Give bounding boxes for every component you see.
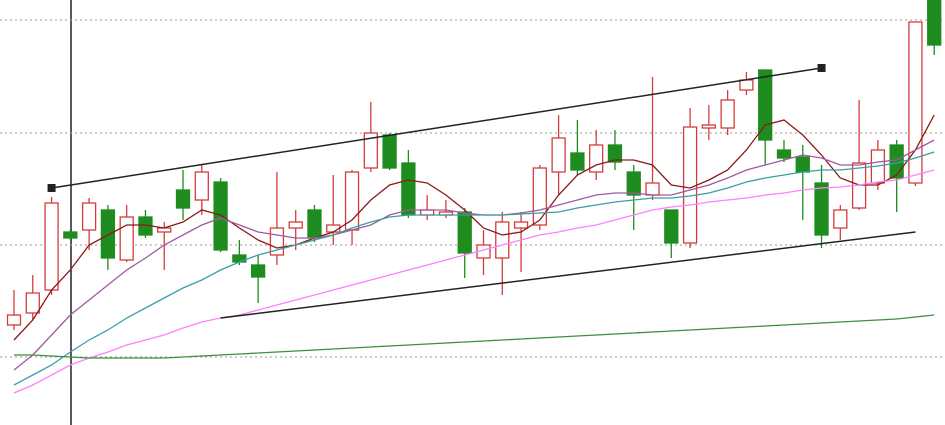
candle xyxy=(63,230,78,240)
candle xyxy=(213,178,228,252)
candle-body xyxy=(927,0,942,46)
candle-body xyxy=(63,231,78,239)
candle-body xyxy=(401,162,416,216)
candle xyxy=(513,212,529,272)
candle xyxy=(814,165,829,248)
candle xyxy=(607,130,623,170)
candle-body xyxy=(44,202,59,291)
candle-body xyxy=(363,132,378,169)
candle xyxy=(682,108,698,248)
candle xyxy=(927,0,942,55)
moving-average-line xyxy=(13,139,935,371)
candle xyxy=(81,198,97,250)
candle xyxy=(720,90,735,135)
candle xyxy=(626,165,641,230)
candle-body xyxy=(701,124,717,129)
candle-body xyxy=(250,264,266,278)
trend-line xyxy=(51,67,822,189)
candle xyxy=(138,210,153,238)
candle-body xyxy=(420,209,435,216)
candle xyxy=(250,255,266,303)
candle-body xyxy=(532,167,547,226)
candle xyxy=(175,170,191,220)
candle xyxy=(570,120,585,175)
candle-body xyxy=(457,211,472,254)
candle xyxy=(25,275,40,320)
candle xyxy=(476,230,491,275)
candle-body xyxy=(720,99,735,129)
moving-average-line xyxy=(13,151,935,386)
candle-body xyxy=(758,69,773,141)
candle-body xyxy=(344,171,360,231)
candle-body xyxy=(100,209,116,259)
candle-body xyxy=(570,152,585,171)
candle-body xyxy=(81,202,97,231)
candle-body xyxy=(513,221,529,229)
candle xyxy=(382,133,397,170)
candle-body xyxy=(25,292,40,314)
candle-body xyxy=(551,137,566,173)
candle-body xyxy=(776,149,792,159)
candle-body xyxy=(6,314,22,326)
trend-end-marker xyxy=(817,64,826,72)
candle xyxy=(6,290,22,330)
candle-body xyxy=(589,144,604,173)
candle xyxy=(457,208,472,278)
candle-body xyxy=(833,209,848,229)
candle-body xyxy=(626,171,641,196)
candle-body xyxy=(814,182,829,236)
candle xyxy=(495,212,510,295)
candle xyxy=(307,205,322,242)
candle-body xyxy=(307,209,322,239)
candle-body xyxy=(664,209,679,244)
candle-body xyxy=(194,171,209,201)
candle-body xyxy=(739,79,754,91)
candle xyxy=(44,197,59,295)
candle-body xyxy=(213,181,228,251)
candle-body xyxy=(288,221,303,229)
candle-body xyxy=(607,144,623,163)
candle xyxy=(908,21,923,186)
candle xyxy=(701,105,717,140)
candle xyxy=(194,165,209,215)
candle xyxy=(551,115,566,195)
candle-body xyxy=(382,134,397,169)
candle-body xyxy=(645,182,660,196)
candle xyxy=(288,210,303,250)
candle-body xyxy=(795,156,810,173)
candle xyxy=(833,205,848,240)
moving-average-line xyxy=(13,114,935,341)
candle xyxy=(119,205,134,262)
candle-body xyxy=(495,221,510,259)
candle xyxy=(758,69,773,165)
candle-body xyxy=(119,216,134,261)
candle xyxy=(589,130,604,180)
candle xyxy=(363,102,378,172)
candle-body xyxy=(175,189,191,209)
moving-average-line xyxy=(14,314,935,359)
trend-end-marker xyxy=(47,184,56,192)
candle xyxy=(664,209,679,258)
candle xyxy=(100,205,116,270)
trend-line xyxy=(220,231,916,319)
candle-body xyxy=(682,126,698,244)
moving-average-line xyxy=(13,169,935,394)
